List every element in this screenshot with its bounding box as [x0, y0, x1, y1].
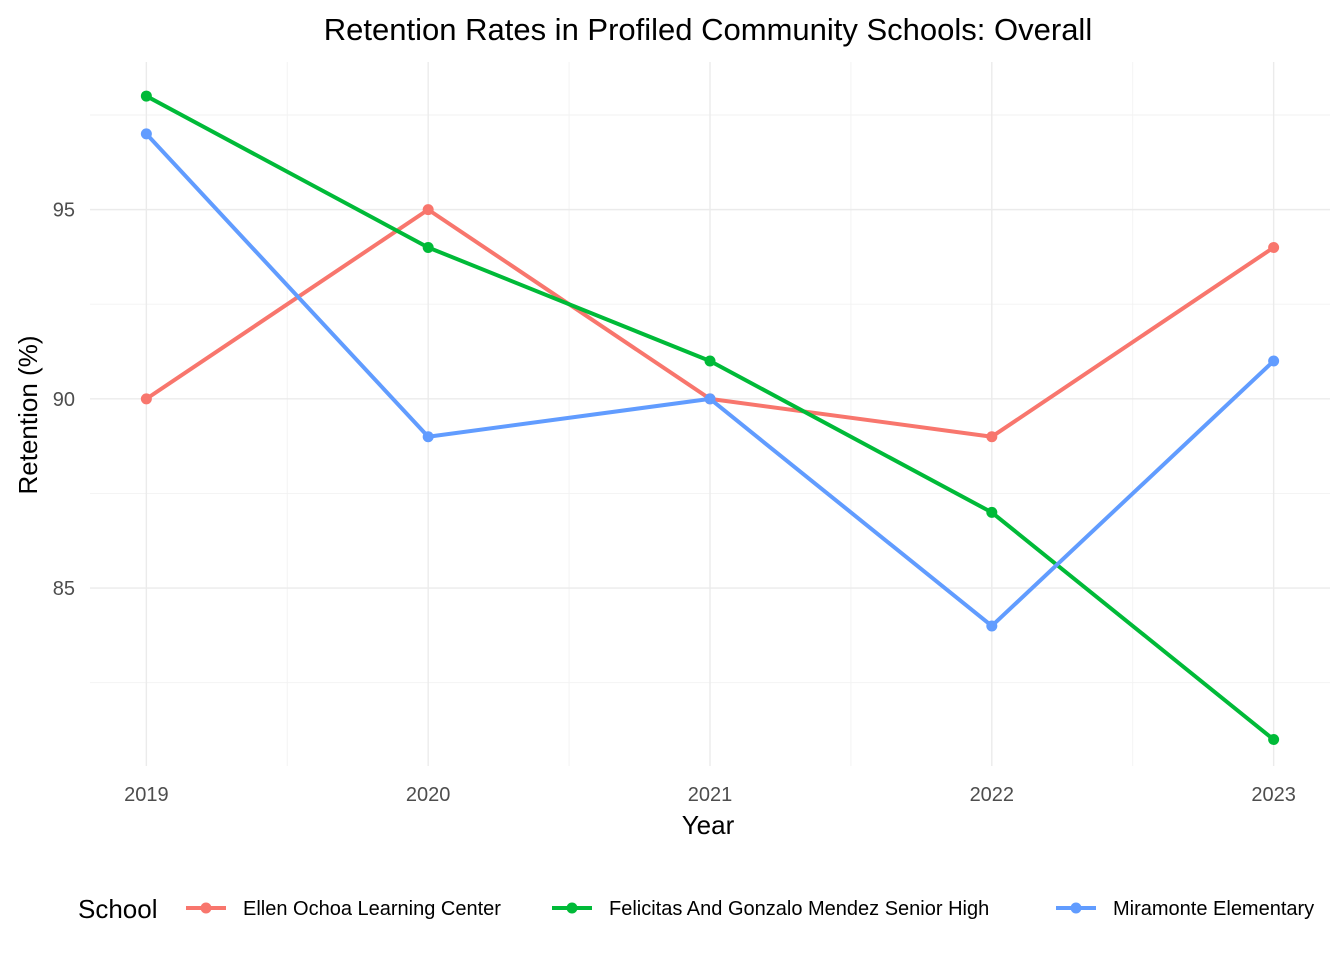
- legend-item: Felicitas And Gonzalo Mendez Senior High: [552, 898, 989, 920]
- data-point: [140, 393, 152, 405]
- data-point: [704, 355, 716, 367]
- legend: School Ellen Ochoa Learning Center Felici…: [78, 894, 1314, 924]
- series-3: [140, 128, 1280, 632]
- legend-title: School: [78, 894, 158, 924]
- x-axis-tick-labels: 2019 2020 2021 2022 2023: [124, 784, 1296, 806]
- x-tick-label: 2020: [406, 784, 451, 806]
- x-tick-label: 2022: [970, 784, 1015, 806]
- y-axis-tick-labels: 85 90 95: [53, 200, 75, 600]
- x-tick-label: 2023: [1251, 784, 1296, 806]
- data-point: [1268, 241, 1280, 253]
- data-point: [140, 128, 152, 140]
- x-tick-label: 2021: [688, 784, 733, 806]
- legend-key-point: [566, 902, 578, 914]
- y-tick-label: 95: [53, 200, 75, 222]
- legend-key-point: [200, 902, 212, 914]
- y-tick-label: 85: [53, 578, 75, 600]
- data-point: [1268, 355, 1280, 367]
- y-tick-label: 90: [53, 389, 75, 411]
- legend-label: Ellen Ochoa Learning Center: [243, 898, 501, 920]
- legend-items: Ellen Ochoa Learning Center Felicitas And…: [186, 898, 1314, 920]
- data-point: [986, 431, 998, 443]
- chart-title: Retention Rates in Profiled Community Sc…: [324, 12, 1092, 47]
- data-point: [422, 241, 434, 253]
- legend-item: Miramonte Elementary: [1056, 898, 1314, 920]
- series-2: [140, 90, 1280, 746]
- legend-key-point: [1070, 902, 1082, 914]
- legend-item: Ellen Ochoa Learning Center: [186, 898, 501, 920]
- y-axis-title: Retention (%): [13, 336, 43, 495]
- data-point: [422, 431, 434, 443]
- data-point: [704, 393, 716, 405]
- legend-label: Miramonte Elementary: [1113, 898, 1314, 920]
- grid: [90, 62, 1330, 766]
- data-point: [140, 90, 152, 102]
- x-tick-label: 2019: [124, 784, 169, 806]
- data-point: [422, 204, 434, 216]
- x-axis-title: Year: [682, 810, 735, 840]
- series-lines: [140, 90, 1280, 746]
- data-point: [1268, 734, 1280, 746]
- data-point: [986, 506, 998, 518]
- data-point: [986, 620, 998, 632]
- legend-label: Felicitas And Gonzalo Mendez Senior High: [609, 898, 989, 920]
